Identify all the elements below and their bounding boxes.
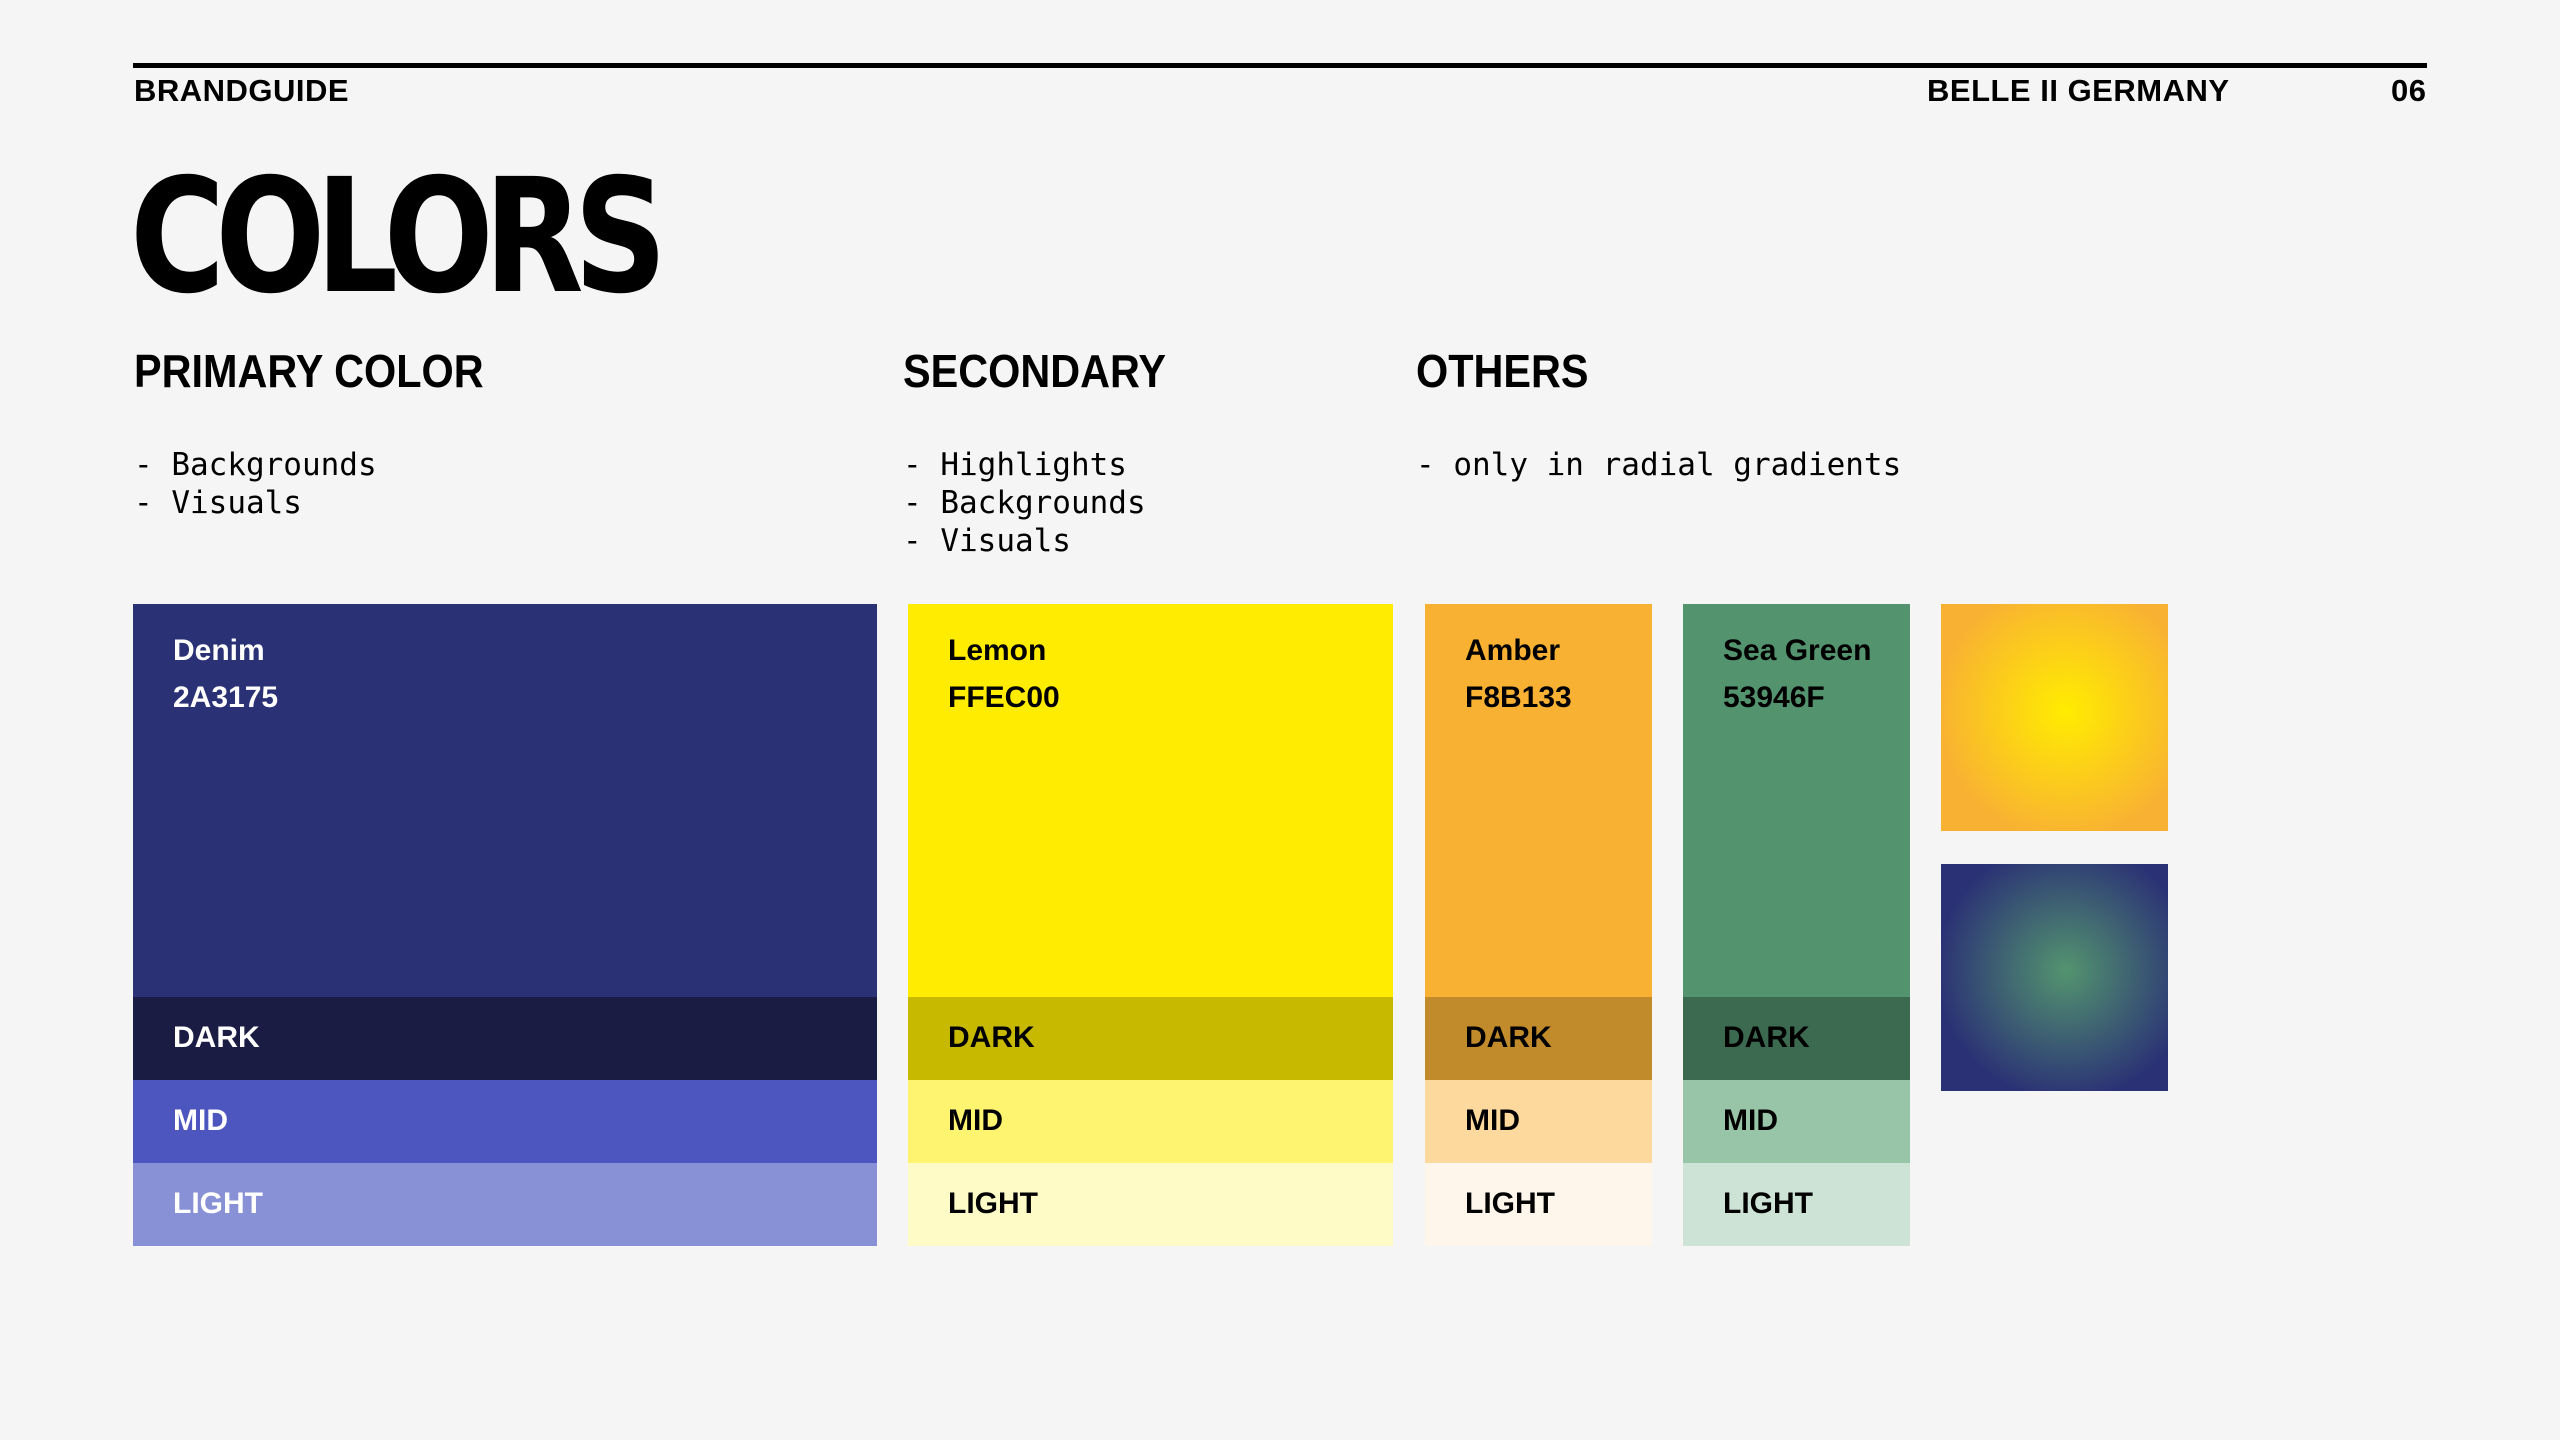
primary-section-title: PRIMARY COLOR	[134, 345, 484, 397]
tier-dark: DARK	[1425, 997, 1652, 1080]
others-section-title: OTHERS	[1416, 345, 1589, 397]
tier-mid: MID	[908, 1080, 1393, 1163]
swatch-main: Amber F8B133	[1425, 604, 1652, 997]
swatch-denim: Denim 2A3175 DARK MID LIGHT	[133, 604, 877, 1246]
swatch-main: Lemon FFEC00	[908, 604, 1393, 997]
color-hex: F8B133	[1465, 681, 1572, 714]
tier-mid: MID	[1425, 1080, 1652, 1163]
secondary-section-title: SECONDARY	[903, 345, 1166, 397]
tier-label: DARK	[948, 1021, 1035, 1054]
swatch-main: Denim 2A3175	[133, 604, 877, 997]
bullet-item: - Backgrounds	[134, 447, 377, 483]
color-name: Lemon	[948, 634, 1047, 667]
tier-light: LIGHT	[1425, 1163, 1652, 1246]
tier-label: DARK	[173, 1021, 260, 1054]
swatch-lemon: Lemon FFEC00 DARK MID LIGHT	[908, 604, 1393, 1246]
tier-label: LIGHT	[1465, 1187, 1555, 1220]
header-rule	[133, 63, 2427, 68]
color-name: Amber	[1465, 634, 1561, 667]
tier-label: LIGHT	[1723, 1187, 1813, 1220]
tier-light: LIGHT	[133, 1163, 877, 1246]
bullet-item: - Backgrounds	[903, 485, 1146, 521]
tier-label: LIGHT	[948, 1187, 1038, 1220]
bullet-item: - Visuals	[134, 485, 302, 521]
tier-light: LIGHT	[1683, 1163, 1910, 1246]
page-number: 06	[2391, 73, 2427, 108]
color-name: Sea Green	[1723, 634, 1872, 667]
project-label: BELLE II GERMANY	[1927, 73, 2230, 108]
tier-label: MID	[948, 1104, 1003, 1137]
secondary-bullets: - Highlights - Backgrounds - Visuals	[903, 446, 1146, 560]
bullet-item: - Visuals	[903, 523, 1071, 559]
tier-dark: DARK	[1683, 997, 1910, 1080]
tier-label: DARK	[1465, 1021, 1552, 1054]
bullet-item: - Highlights	[903, 447, 1127, 483]
swatch-amber: Amber F8B133 DARK MID LIGHT	[1425, 604, 1652, 1246]
swatch-sea-green: Sea Green 53946F DARK MID LIGHT	[1683, 604, 1910, 1246]
color-hex: FFEC00	[948, 681, 1060, 714]
page-title: COLORS	[130, 145, 667, 329]
tier-label: MID	[1723, 1104, 1778, 1137]
swatch-main: Sea Green 53946F	[1683, 604, 1910, 997]
tier-mid: MID	[1683, 1080, 1910, 1163]
tier-label: DARK	[1723, 1021, 1810, 1054]
tier-dark: DARK	[133, 997, 877, 1080]
color-name: Denim	[173, 634, 265, 667]
gradient-lemon-amber	[1941, 604, 2168, 831]
brandguide-label: BRANDGUIDE	[134, 73, 350, 108]
tier-light: LIGHT	[908, 1163, 1393, 1246]
tier-label: MID	[1465, 1104, 1520, 1137]
color-hex: 53946F	[1723, 681, 1825, 714]
others-bullets: - only in radial gradients	[1416, 446, 1901, 484]
tier-label: LIGHT	[173, 1187, 263, 1220]
tier-dark: DARK	[908, 997, 1393, 1080]
tier-label: MID	[173, 1104, 228, 1137]
bullet-item: - only in radial gradients	[1416, 447, 1902, 483]
tier-mid: MID	[133, 1080, 877, 1163]
color-hex: 2A3175	[173, 681, 279, 714]
primary-bullets: - Backgrounds - Visuals	[134, 446, 377, 522]
gradient-green-denim	[1941, 864, 2168, 1091]
